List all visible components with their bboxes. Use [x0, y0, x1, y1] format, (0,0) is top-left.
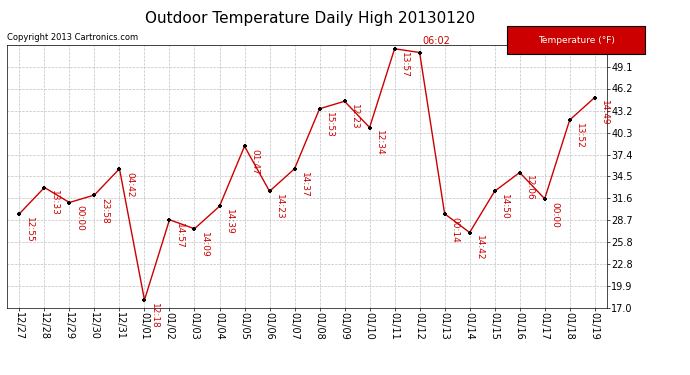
Text: 00:00: 00:00 — [75, 205, 84, 231]
Text: 14:39: 14:39 — [225, 209, 234, 235]
Point — [489, 188, 500, 194]
Point — [364, 124, 375, 130]
Text: 13:33: 13:33 — [50, 190, 59, 216]
Point — [214, 203, 225, 209]
Text: 12:55: 12:55 — [25, 216, 34, 242]
Text: 14:37: 14:37 — [300, 171, 309, 197]
Point — [539, 196, 550, 202]
Point — [514, 170, 525, 176]
Text: 14:49: 14:49 — [600, 100, 609, 126]
Point — [564, 117, 575, 123]
Text: 04:42: 04:42 — [125, 171, 134, 197]
Text: 14:23: 14:23 — [275, 194, 284, 220]
Point — [64, 200, 75, 206]
Text: 00:14: 00:14 — [450, 216, 459, 242]
Text: 12:06: 12:06 — [525, 175, 534, 201]
Point — [39, 184, 50, 190]
Point — [339, 98, 350, 104]
Point — [239, 143, 250, 149]
Point — [289, 166, 300, 172]
Text: 14:42: 14:42 — [475, 235, 484, 261]
Text: Outdoor Temperature Daily High 20130120: Outdoor Temperature Daily High 20130120 — [146, 11, 475, 26]
Point — [389, 46, 400, 52]
Text: 13:57: 13:57 — [400, 51, 409, 77]
Text: 06:02: 06:02 — [422, 36, 451, 45]
Text: 14:50: 14:50 — [500, 194, 509, 220]
Text: 15:53: 15:53 — [325, 111, 334, 137]
Text: 12:23: 12:23 — [350, 104, 359, 130]
Point — [189, 226, 200, 232]
Point — [439, 211, 450, 217]
Text: Copyright 2013 Cartronics.com: Copyright 2013 Cartronics.com — [7, 33, 138, 42]
Point — [314, 106, 325, 112]
Point — [464, 230, 475, 236]
Text: 13:52: 13:52 — [575, 123, 584, 148]
Text: 00:00: 00:00 — [550, 201, 559, 227]
Point — [164, 217, 175, 223]
Point — [89, 192, 100, 198]
Point — [114, 166, 125, 172]
Text: 14:57: 14:57 — [175, 222, 184, 248]
Point — [139, 297, 150, 303]
Point — [589, 94, 600, 100]
Text: 23:58: 23:58 — [100, 198, 109, 223]
Text: Temperature (°F): Temperature (°F) — [538, 36, 615, 45]
Point — [14, 211, 25, 217]
Point — [414, 50, 425, 55]
Text: 14:09: 14:09 — [200, 231, 209, 257]
Point — [264, 188, 275, 194]
Text: 12:18: 12:18 — [150, 303, 159, 328]
Text: 01:47: 01:47 — [250, 149, 259, 175]
Text: 12:34: 12:34 — [375, 130, 384, 156]
